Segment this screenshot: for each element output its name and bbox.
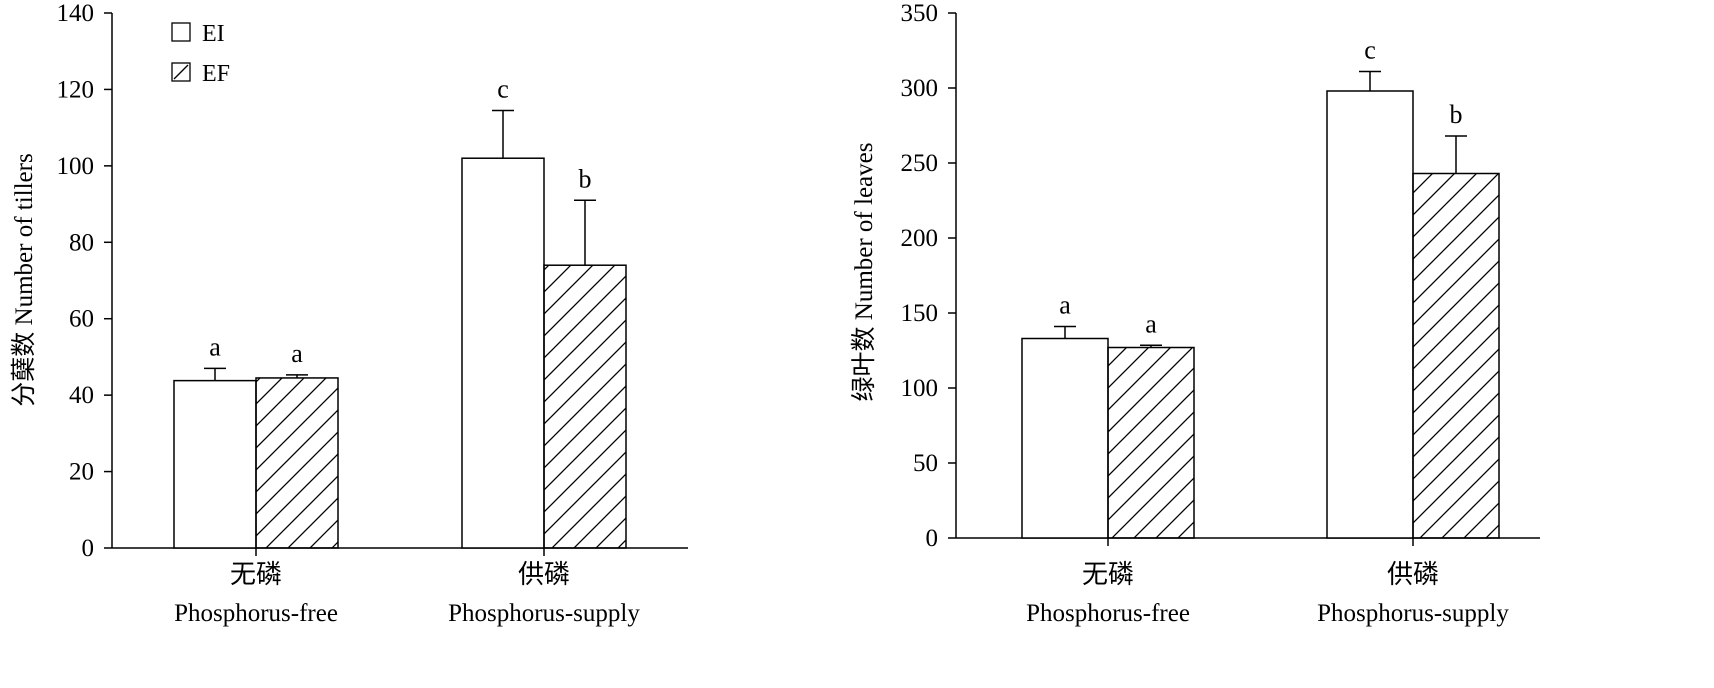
y-tick-label: 0: [926, 525, 939, 552]
category-label-en: Phosphorus-free: [1026, 600, 1190, 627]
significance-letter: b: [1450, 100, 1463, 129]
bar-ef: [255, 377, 339, 549]
significance-letter: a: [209, 332, 221, 361]
category-label-zh: 无磷: [1082, 560, 1134, 589]
y-axis-title: 分蘖数 Number of tillers: [10, 153, 38, 406]
legend-label-ef: EF: [202, 61, 230, 87]
legend-swatch-ei: [171, 22, 191, 42]
category-label-en: Phosphorus-free: [174, 600, 338, 627]
significance-letter: a: [1145, 309, 1157, 338]
y-tick-label: 100: [901, 375, 939, 402]
y-tick-label: 40: [69, 382, 94, 409]
y-tick-label: 300: [901, 75, 939, 102]
bar-ef: [1107, 346, 1195, 539]
category-label-en: Phosphorus-supply: [448, 600, 640, 627]
y-tick-label: 150: [901, 300, 939, 327]
chart-panel-2: 0 50 100 150 200 250 300 350 绿叶数 Number of leave…: [850, 0, 1540, 627]
category-label-en: Phosphorus-supply: [1317, 600, 1509, 627]
category-label-zh: 供磷: [1387, 560, 1439, 589]
significance-letter: b: [579, 164, 592, 193]
bar-ei: [1326, 90, 1414, 539]
bar-ei: [461, 157, 545, 549]
category-label-zh: 无磷: [230, 560, 282, 589]
y-tick-label: 50: [913, 450, 938, 477]
bar-ei: [1021, 337, 1109, 539]
bar-ef: [1412, 172, 1500, 539]
y-tick-label: 100: [57, 153, 95, 180]
y-tick-label: 0: [82, 535, 95, 562]
y-tick-label: 60: [69, 306, 94, 333]
legend-hatch-mark: [173, 64, 189, 80]
bar-ei: [173, 379, 257, 549]
y-tick-label: 80: [69, 229, 94, 256]
category-label-zh: 供磷: [518, 560, 570, 589]
y-tick-label: 350: [901, 0, 939, 27]
chart-panel-1: 0 20 40 60 80 100 120 140 分蘖数 Number of tillers a…: [10, 0, 688, 627]
y-tick-label: 200: [901, 225, 939, 252]
bar-ef: [543, 264, 627, 549]
y-tick-label: 250: [901, 150, 939, 177]
significance-letter: a: [291, 339, 303, 368]
significance-letter: c: [497, 74, 509, 103]
significance-letter: c: [1364, 36, 1376, 65]
legend-label-ei: EI: [202, 21, 225, 47]
significance-letter: a: [1059, 291, 1071, 320]
y-tick-label: 140: [57, 0, 95, 27]
y-tick-label: 120: [57, 76, 95, 103]
y-tick-label: 20: [69, 459, 94, 486]
y-axis-title: 绿叶数 Number of leaves: [850, 143, 878, 402]
